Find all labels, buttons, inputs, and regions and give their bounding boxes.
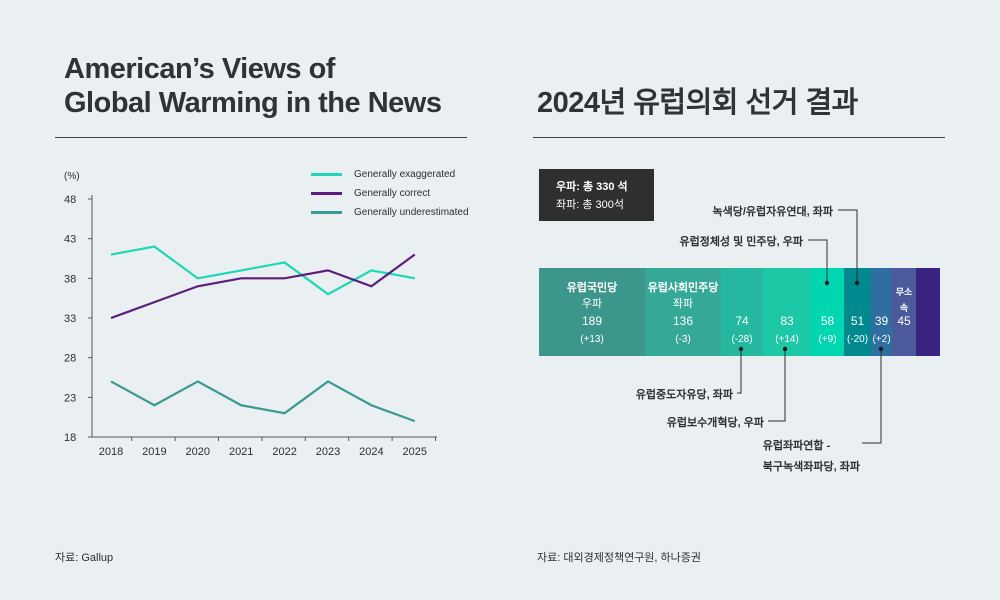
x-tick-label: 2023: [316, 446, 340, 458]
segment-seats: 189: [581, 314, 603, 328]
series-line-0: [110, 245, 415, 296]
left-title-line2: Global Warming in the News: [64, 87, 442, 119]
x-tick-label: 2019: [142, 446, 166, 458]
right-total: 우파: 총 330 석: [556, 181, 628, 193]
legend-swatch: [311, 192, 342, 195]
segment-change: (-28): [731, 334, 753, 345]
y-tick-label: 38: [64, 273, 76, 285]
x-tick-label: 2024: [359, 446, 383, 458]
y-tick-label: 28: [64, 353, 76, 365]
annotation-left-line1: 유럽좌파연합 -: [762, 440, 831, 452]
left-title: American’s Views of Global Warming in th…: [64, 52, 442, 120]
x-tick-label: 2021: [229, 446, 253, 458]
dot-renew: [738, 346, 744, 352]
annotation-left-line2: 북구녹색좌파당, 좌파: [762, 461, 860, 473]
segment-side: 좌파: [672, 298, 694, 310]
segment-change: (+13): [580, 334, 604, 345]
x-tick-label: 2018: [99, 446, 123, 458]
segment-seats: 74: [735, 314, 749, 328]
dot-identity: [824, 280, 830, 286]
segment-label: 무소속: [892, 284, 916, 316]
segment-seats: 58: [820, 314, 835, 328]
segment-seats: 45: [897, 314, 911, 328]
seat-segment: 74 (-28): [721, 268, 763, 356]
seat-segment: 무소속 45: [892, 268, 916, 356]
segment-seats: 136: [672, 314, 694, 328]
annotation-ecr: 유럽보수개혁당, 우파: [666, 417, 764, 429]
segment-name: 유럽사회민주당: [647, 282, 719, 294]
segment-name: 유럽국민당: [566, 282, 618, 294]
dot-greens: [854, 280, 860, 286]
annotation-renew: 유럽중도자유당, 좌파: [635, 389, 733, 401]
y-tick-label: 23: [64, 392, 76, 404]
legend-label: Generally correct: [354, 188, 431, 199]
segment-change: (+2): [872, 334, 891, 345]
dot-left: [878, 346, 884, 352]
legend-label: Generally underestimated: [354, 207, 469, 218]
segment-side: 우파: [581, 298, 603, 310]
right-source: 자료: 대외경제정책연구원, 하나증권: [537, 552, 702, 564]
segment-change: (-3): [675, 334, 691, 345]
seat-segment: 83 (+14): [763, 268, 811, 356]
x-tick-label: 2020: [186, 446, 210, 458]
chart-legend: Generally exaggerated Generally correct Ge…: [311, 165, 469, 222]
segment-seats: 51: [850, 314, 865, 328]
legend-label: Generally exaggerated: [354, 169, 456, 180]
leader-greens: [838, 209, 858, 283]
left-source: 자료: Gallup: [55, 552, 114, 564]
y-tick-label: 43: [64, 234, 76, 246]
dot-ecr: [782, 346, 788, 352]
segment-change: (+9): [818, 334, 837, 345]
x-tick-label: 2025: [403, 446, 427, 458]
y-axis-label: (%): [64, 171, 80, 182]
leader-ecr: [768, 349, 786, 422]
seat-summary-box: 우파: 총 330 석 좌파: 총 300석: [539, 169, 654, 221]
y-tick-label: 48: [64, 194, 76, 206]
left-title-line1: American’s Views of: [64, 53, 335, 85]
leader-left: [862, 349, 882, 444]
y-tick-label: 33: [64, 313, 76, 325]
annotation-greens: 녹색당/유럽자유연대, 좌파: [712, 206, 834, 218]
legend-item: Generally underestimated: [311, 203, 469, 222]
seat-segment: 39 (+2): [871, 268, 892, 356]
right-title: 2024년 유럽의회 선거 결과: [537, 87, 858, 119]
legend-swatch: [311, 173, 342, 176]
legend-item: Generally correct: [311, 184, 469, 203]
segment-change: (-20): [846, 334, 869, 345]
leader-renew: [737, 349, 742, 394]
leader-identity: [808, 239, 828, 283]
annotation-left: 유럽좌파연합 - 북구녹색좌파당, 좌파: [763, 436, 860, 478]
legend-swatch: [311, 211, 342, 214]
segment-seats: 39: [874, 314, 889, 328]
right-divider: [533, 137, 945, 138]
line-chart: (%) 18 23 28 33 38 43 48 2018 2019 2020 2021 2022 202…: [64, 171, 437, 458]
left-divider: [55, 137, 467, 138]
x-tick-label: 2022: [272, 446, 296, 458]
seat-segment: [916, 268, 940, 356]
segment-name: 무소속: [895, 287, 913, 313]
segment-seats: 83: [780, 314, 794, 328]
annotation-identity: 유럽정체성 및 민주당, 우파: [679, 236, 803, 248]
series-line-2: [110, 380, 416, 423]
series-line-1: [110, 253, 416, 320]
y-tick-label: 18: [64, 432, 76, 444]
legend-item: Generally exaggerated: [311, 165, 469, 184]
segment-change: (+14): [775, 334, 799, 345]
left-total: 좌파: 총 300석: [556, 199, 625, 211]
